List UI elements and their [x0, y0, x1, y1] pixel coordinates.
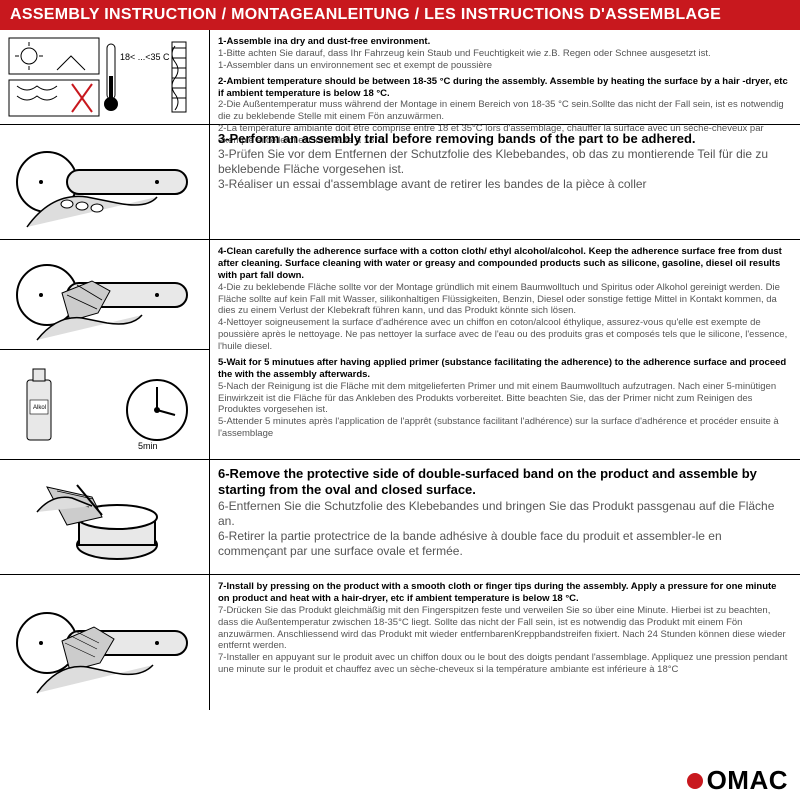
- img-remove-band: [0, 460, 210, 574]
- step-6: 6-Remove the protective side of double-s…: [218, 466, 790, 559]
- img-clean-primer: Alkol 5min: [0, 240, 210, 459]
- logo-dot-icon: [687, 773, 703, 789]
- text-clean-primer: 4-Clean carefully the adherence surface …: [210, 240, 800, 459]
- temp-range-label: 18< ...<35 C: [120, 52, 170, 62]
- step-3: 3-Perform an assembly trial before remov…: [218, 131, 790, 192]
- text-remove-band: 6-Remove the protective side of double-s…: [210, 460, 800, 574]
- row-env-temp: 18< ...<35 C 1-Assemble ina dry and dust…: [0, 30, 800, 125]
- brand-logo: OMAC: [687, 765, 788, 796]
- instruction-rows: 18< ...<35 C 1-Assemble ina dry and dust…: [0, 30, 800, 710]
- img-press-install: [0, 575, 210, 710]
- img-primer: Alkol 5min: [0, 350, 209, 459]
- img-trial: [0, 125, 210, 239]
- duration-label: 5min: [138, 441, 158, 451]
- img-env-temp: 18< ...<35 C: [0, 30, 210, 124]
- row-press-install: 7-Install by pressing on the product wit…: [0, 575, 800, 710]
- text-env-temp: 1-Assemble ina dry and dust-free environ…: [210, 30, 800, 124]
- page-title: ASSEMBLY INSTRUCTION / MONTAGEANLEITUNG …: [0, 0, 800, 30]
- logo-text: OMAC: [707, 765, 788, 796]
- step-4: 4-Clean carefully the adherence surface …: [218, 246, 790, 353]
- step-7: 7-Install by pressing on the product wit…: [218, 581, 790, 676]
- step-1: 1-Assemble ina dry and dust-free environ…: [218, 36, 790, 72]
- row-clean-primer: Alkol 5min 4-Clean carefully the adheren…: [0, 240, 800, 460]
- row-remove-band: 6-Remove the protective side of double-s…: [0, 460, 800, 575]
- img-clean: [0, 240, 209, 350]
- text-press-install: 7-Install by pressing on the product wit…: [210, 575, 800, 710]
- step-5: 5-Wait for 5 minutues after having appli…: [218, 357, 790, 440]
- text-trial: 3-Perform an assembly trial before remov…: [210, 125, 800, 239]
- svg-text:Alkol: Alkol: [33, 405, 46, 411]
- row-trial: 3-Perform an assembly trial before remov…: [0, 125, 800, 240]
